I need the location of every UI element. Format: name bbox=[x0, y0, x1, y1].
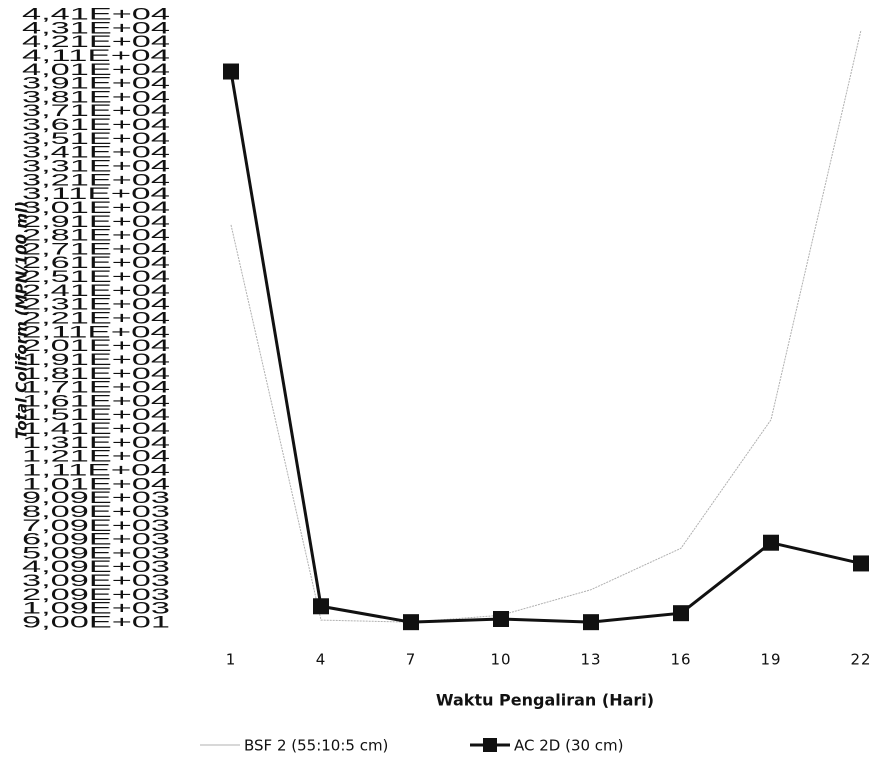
y-tick-label: 3,09E+03 bbox=[22, 571, 170, 590]
y-tick-label: 1,61E+04 bbox=[22, 391, 170, 410]
y-tick-label: 3,81E+04 bbox=[22, 87, 170, 106]
y-tick-label: 3,21E+04 bbox=[22, 170, 170, 189]
legend-marker bbox=[483, 738, 497, 752]
y-tick-label: 1,11E+04 bbox=[22, 460, 170, 479]
y-tick-label: 7,09E+03 bbox=[22, 516, 170, 535]
x-tick-label: 22 bbox=[850, 651, 871, 669]
series-line bbox=[229, 71, 862, 624]
y-tick-label: 4,31E+04 bbox=[22, 18, 170, 37]
marker bbox=[763, 534, 779, 551]
y-tick-label: 1,71E+04 bbox=[22, 378, 170, 397]
y-tick-label: 5,09E+03 bbox=[22, 543, 170, 562]
legend-label: BSF 2 (55:10:5 cm) bbox=[244, 737, 388, 755]
y-tick-label: 6,09E+03 bbox=[22, 530, 170, 549]
y-tick-label: 1,09E+03 bbox=[22, 599, 170, 618]
y-tick-label: 2,09E+03 bbox=[22, 585, 170, 604]
x-tick-label: 13 bbox=[580, 651, 601, 669]
y-tick-label: 4,41E+04 bbox=[22, 4, 170, 23]
y-tick-label: 1,91E+04 bbox=[22, 350, 170, 369]
y-tick-label: 2,11E+04 bbox=[22, 322, 170, 341]
y-tick-label: 3,11E+04 bbox=[22, 184, 170, 203]
marker bbox=[583, 614, 599, 631]
y-tick-label: 1,51E+04 bbox=[22, 405, 170, 424]
y-tick-label: 4,11E+04 bbox=[22, 46, 170, 65]
y-tick-label: 3,31E+04 bbox=[22, 156, 170, 175]
y-tick-label: 8,09E+03 bbox=[22, 502, 170, 521]
y-tick-label: 2,31E+04 bbox=[22, 295, 170, 314]
series-line bbox=[230, 29, 862, 623]
y-tick-label: 2,61E+04 bbox=[22, 253, 170, 272]
x-tick-label: 16 bbox=[670, 651, 691, 669]
y-tick-label: 4,01E+04 bbox=[22, 60, 170, 79]
x-tick-label: 1 bbox=[226, 651, 237, 669]
marker bbox=[673, 605, 689, 622]
y-tick-label: 2,21E+04 bbox=[22, 308, 170, 327]
y-tick-label: 4,09E+03 bbox=[22, 557, 170, 576]
legend-label: AC 2D (30 cm) bbox=[514, 737, 624, 755]
x-tick-label: 7 bbox=[406, 651, 417, 669]
y-tick-label: 2,01E+04 bbox=[22, 336, 170, 355]
marker bbox=[313, 598, 329, 615]
y-tick-label: 3,71E+04 bbox=[22, 101, 170, 120]
y-tick-label: 2,51E+04 bbox=[22, 267, 170, 286]
y-tick-label: 3,61E+04 bbox=[22, 115, 170, 134]
y-tick-label: 2,81E+04 bbox=[22, 226, 170, 245]
y-tick-label: 3,41E+04 bbox=[22, 143, 170, 162]
y-tick-label: 3,51E+04 bbox=[22, 129, 170, 148]
x-axis-label: Waktu Pengaliran (Hari) bbox=[436, 691, 654, 710]
marker bbox=[853, 555, 869, 572]
y-axis-label: Total Coliform (MPN/100 ml) bbox=[13, 201, 31, 439]
marker bbox=[493, 610, 509, 627]
y-tick-label: 2,91E+04 bbox=[22, 212, 170, 231]
y-tick-label: 3,01E+04 bbox=[22, 198, 170, 217]
x-tick-label: 10 bbox=[490, 651, 511, 669]
x-tick-label: 4 bbox=[316, 651, 327, 669]
y-tick-label: 1,21E+04 bbox=[22, 447, 170, 466]
y-tick-label: 1,81E+04 bbox=[22, 364, 170, 383]
y-tick-label: 9,09E+03 bbox=[22, 488, 170, 507]
y-tick-label: 1,31E+04 bbox=[22, 433, 170, 452]
y-tick-label: 1,01E+04 bbox=[22, 474, 170, 493]
x-tick-label: 19 bbox=[760, 651, 781, 669]
y-tick-label: 2,41E+04 bbox=[22, 281, 170, 300]
y-tick-label: 9,00E+01 bbox=[22, 612, 170, 631]
y-tick-label: 1,41E+04 bbox=[22, 419, 170, 438]
marker bbox=[403, 614, 419, 631]
marker bbox=[223, 63, 239, 80]
y-tick-label: 4,21E+04 bbox=[22, 32, 170, 51]
y-tick-label: 3,91E+04 bbox=[22, 74, 170, 93]
y-tick-label: 2,71E+04 bbox=[22, 239, 170, 258]
